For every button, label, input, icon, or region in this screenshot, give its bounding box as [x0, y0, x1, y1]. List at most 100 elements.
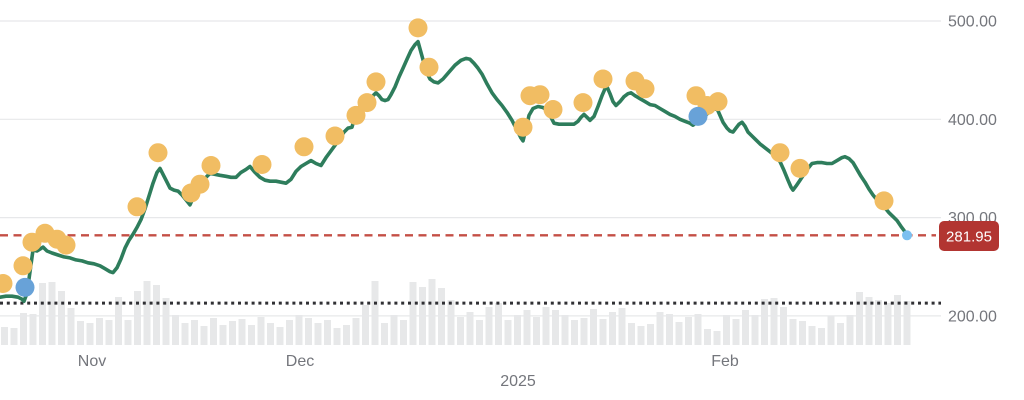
volume-bar [590, 309, 597, 345]
volume-bar [362, 305, 369, 345]
event-marker-orange[interactable] [530, 85, 550, 105]
volume-bar [219, 325, 227, 345]
event-marker-orange[interactable] [635, 79, 655, 99]
event-marker-orange[interactable] [127, 197, 147, 217]
time-axis-labels: Nov Dec Feb 2025 [78, 353, 739, 390]
volume-bar [333, 328, 341, 345]
volume-bar [818, 328, 825, 345]
volume-bar [286, 320, 293, 345]
year-tick-label: 2025 [500, 373, 536, 390]
volume-bar [314, 323, 322, 345]
event-marker-orange[interactable] [513, 117, 533, 137]
volume-bar [276, 327, 284, 345]
volume-bar [495, 303, 502, 345]
volume-bar [742, 310, 749, 345]
event-marker-orange[interactable] [56, 235, 76, 255]
volume-bar [105, 320, 113, 345]
volume-bar [191, 320, 198, 345]
volume-bar [789, 319, 797, 345]
volume-bar [324, 320, 331, 345]
volume-bar [457, 317, 464, 345]
volume-bar [685, 317, 692, 345]
event-marker-orange[interactable] [593, 69, 613, 89]
volume-bar [428, 279, 436, 345]
volume-bar [67, 308, 75, 345]
volume-bar [628, 323, 635, 345]
event-marker-orange[interactable] [366, 72, 386, 92]
volume-bar [153, 285, 160, 345]
volume-bar [181, 323, 189, 345]
volume-bar [466, 312, 474, 345]
event-marker-orange[interactable] [13, 256, 33, 276]
event-marker-orange[interactable] [573, 93, 593, 113]
volume-bar [48, 282, 56, 345]
volume-bar [305, 318, 312, 345]
volume-bar [485, 307, 493, 345]
event-markers-blue[interactable] [15, 106, 708, 297]
month-tick-label: Dec [286, 353, 314, 370]
event-marker-orange[interactable] [357, 93, 377, 113]
volume-bar [856, 292, 863, 345]
event-marker-orange[interactable] [252, 155, 272, 174]
volume-bar [29, 314, 37, 345]
event-marker-orange[interactable] [201, 156, 221, 175]
price-axis-tick-label: 400.00 [948, 112, 997, 129]
volume-bar [390, 315, 398, 345]
event-marker-orange[interactable] [0, 274, 13, 293]
event-marker-orange[interactable] [190, 174, 210, 194]
event-marker-orange[interactable] [346, 105, 366, 125]
volume-bar [172, 315, 179, 345]
volume-bar [39, 283, 46, 345]
event-markers-orange[interactable] [0, 18, 894, 293]
event-marker-orange[interactable] [325, 126, 345, 146]
volume-bar [295, 315, 303, 345]
price-axis-tick-label: 200.00 [948, 308, 997, 325]
volume-bar [124, 320, 132, 345]
event-marker-orange[interactable] [708, 92, 728, 112]
event-marker-orange[interactable] [408, 18, 428, 38]
volume-bar [647, 324, 654, 345]
volume-bar [723, 315, 730, 345]
volume-bar [267, 323, 274, 345]
volume-bar [713, 331, 721, 345]
price-line [0, 39, 909, 303]
event-marker-orange[interactable] [543, 100, 563, 119]
volume-bar [799, 321, 806, 345]
volume-bar [837, 323, 844, 345]
event-marker-orange[interactable] [770, 143, 790, 163]
event-marker-orange[interactable] [874, 191, 894, 211]
volume-bar [134, 291, 141, 345]
volume-bar [381, 323, 388, 345]
event-marker-orange[interactable] [148, 143, 168, 163]
volume-bar [504, 320, 512, 345]
volume-bar [770, 298, 778, 345]
current-price-badge-bg [939, 221, 999, 251]
volume-bar [352, 318, 360, 345]
volume-bar [58, 291, 65, 345]
event-marker-orange[interactable] [294, 137, 314, 157]
volume-bar [865, 297, 873, 345]
volume-bar [609, 312, 616, 345]
volume-bar [248, 325, 255, 345]
current-price-badge-label: 281.95 [946, 229, 992, 246]
volume-bar [533, 317, 540, 345]
volume-bar [476, 320, 483, 345]
volume-bar [20, 313, 27, 345]
volume-bar [447, 300, 455, 345]
event-marker-blue[interactable] [688, 106, 708, 126]
volume-bar [580, 318, 588, 345]
volume-bars [1, 279, 911, 345]
event-marker-blue[interactable] [15, 277, 35, 297]
volume-bar [827, 316, 835, 345]
volume-bar [704, 329, 711, 345]
event-marker-orange[interactable] [419, 57, 439, 77]
volume-bar [371, 281, 379, 345]
event-marker-orange[interactable] [790, 158, 810, 178]
volume-bar [675, 322, 683, 345]
volume-bar [732, 319, 740, 345]
volume-bar [637, 326, 645, 345]
volume-bar [666, 314, 673, 345]
volume-bar [894, 295, 901, 345]
